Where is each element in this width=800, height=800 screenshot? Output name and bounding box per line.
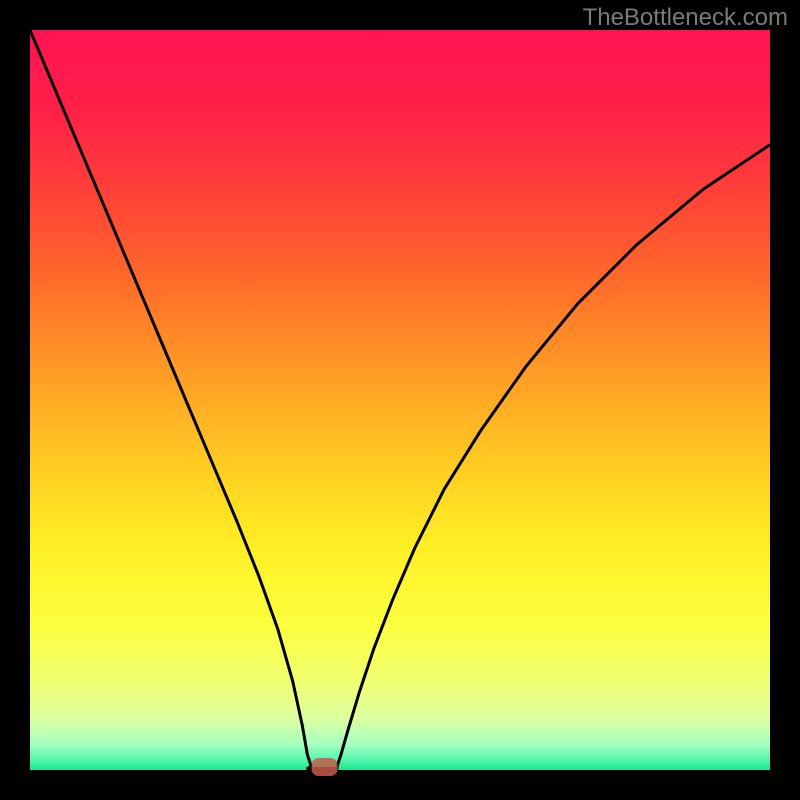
chart-stage: TheBottleneck.com [0, 0, 800, 800]
chart-svg [0, 0, 800, 800]
watermark-text: TheBottleneck.com [583, 4, 788, 32]
plot-background [30, 30, 770, 770]
apex-marker [312, 758, 338, 776]
